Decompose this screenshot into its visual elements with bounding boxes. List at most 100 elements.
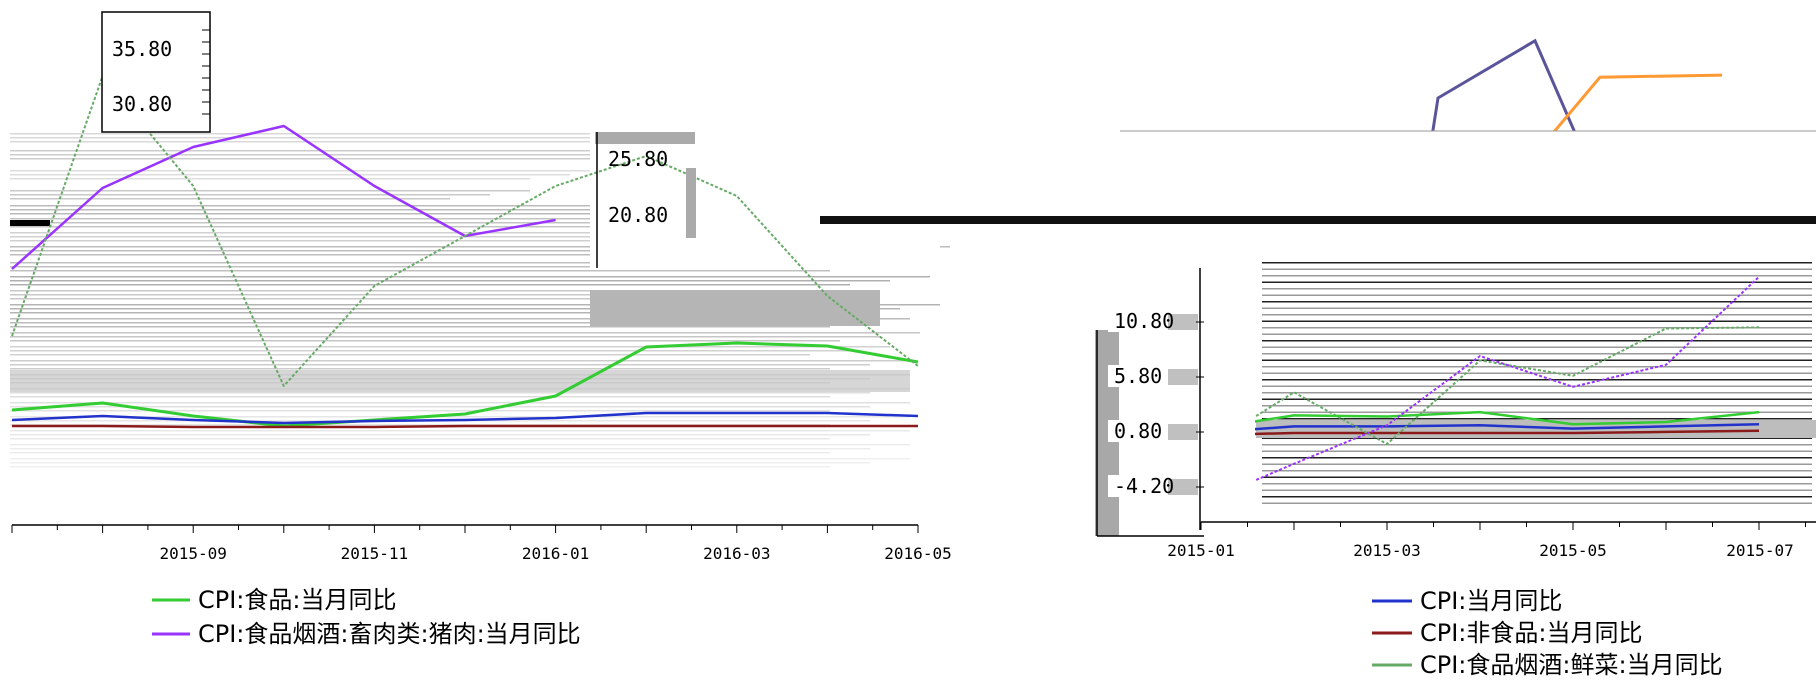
bg-stripe [10,250,910,252]
bg-stripe [10,308,900,310]
bg-stripe [10,284,850,286]
bg-stripe [1262,405,1812,407]
y-tick-label: -4.20 [1114,474,1174,498]
bg-stripe [1262,281,1812,283]
bg-stripe [1262,502,1812,504]
bg-stripe [1262,307,1812,309]
bg-stripe [1262,320,1812,322]
bg-stripe [10,154,730,156]
left-plot-background [0,0,950,468]
bg-stripe [10,364,870,366]
bg-stripe [1262,372,1812,374]
bg-stripe [1262,340,1812,342]
bg-stripe [1262,411,1812,413]
bg-stripe [1262,457,1812,459]
x-tick-label: 2016-03 [703,544,770,563]
left-x-axis: 2015-09 2015-11 2016-01 2016-03 2016-05 [11,524,952,563]
y-label-shade [1168,314,1198,330]
bg-stripe [1262,470,1812,472]
y-tick-label: 10.80 [1114,309,1174,333]
legend-label: CPI:食品烟酒:鲜菜:当月同比 [1420,651,1723,679]
bg-stripe [10,318,910,320]
x-tick-label: 2015-09 [159,544,226,563]
series-line-4 [11,75,919,387]
top-mask [1120,131,1816,215]
x-tick-label: 2015-05 [1539,541,1606,560]
bg-stripe [1262,385,1812,387]
bg-stripe [10,424,830,426]
bg-stripe [10,430,910,432]
bg-stripe [10,198,450,200]
bg-stripe [10,178,530,180]
series-line-0 [11,341,919,428]
bg-block [1256,420,1816,438]
bg-stripe [10,236,830,238]
bg-stripe [1262,463,1812,465]
series-line-0 [1200,422,1760,435]
y-tick-label: 25.80 [608,147,668,171]
bg-stripe [1262,489,1812,491]
bg-stripe [1262,392,1812,394]
series-line-3 [12,424,918,429]
bg-stripe [1262,496,1812,498]
bg-stripe [10,218,910,220]
bg-stripe [1262,268,1812,270]
y-axis-fragment [595,132,695,144]
right-plot-background [820,216,1816,522]
y-tick-label: 5.80 [1114,364,1162,388]
bg-stripe [10,458,910,460]
bg-block [10,370,910,392]
bg-stripe [10,406,870,408]
series-line-4 [1200,276,1760,505]
right-y-axis: 10.80 5.80 0.80 -4.20 [1095,268,1255,537]
bg-stripe [1262,353,1812,355]
legend-label: CPI:当月同比 [1420,587,1562,615]
bg-stripe [10,448,870,450]
bg-stripe [1262,301,1812,303]
bg-stripe [10,240,790,242]
bg-stripe [10,340,840,342]
legend-label: CPI:食品烟酒:畜肉类:猪肉:当月同比 [198,620,581,648]
bg-mask [1255,262,1262,522]
y-tick-label: 0.80 [1114,419,1162,443]
bg-stripe [1262,333,1812,335]
top-overflow-lines [1120,38,1816,215]
series-line-2 [1200,326,1760,452]
bg-stripe [10,170,610,172]
bg-stripe [10,298,800,300]
bg-stripe [10,322,870,324]
bg-stripe [10,226,830,228]
bg-stripe [10,312,860,314]
bg-stripe [10,396,830,398]
bg-stripe [10,438,830,440]
y-label-shade [1168,369,1198,385]
bg-mask [590,132,940,268]
bg-stripe [1262,483,1812,485]
bg-stripe [10,137,820,139]
bg-stripe [1262,327,1812,329]
series-line-2 [11,411,919,425]
bg-stripe [10,350,850,352]
legend-label: CPI:非食品:当月同比 [1420,619,1642,647]
x-tick-label: 2015-11 [341,544,408,563]
bg-stripe [10,290,880,292]
right-series-lines [1200,276,1760,505]
left-series-lines [11,75,919,429]
bg-stripe [10,254,870,256]
legend-label: CPI:食品:当月同比 [198,586,396,614]
x-tick-label: 2015-07 [1726,541,1793,560]
bg-stripe [10,462,870,464]
bg-stripe [10,174,570,176]
bg-stripe [10,294,840,296]
bg-stripe [1262,262,1812,264]
series-line-1 [11,124,556,270]
bg-stripe [10,270,830,272]
y-axis-fragment [686,168,696,238]
bg-stripe [10,213,810,215]
bg-stripe [10,416,910,418]
series-line-3 [1200,410,1760,431]
artifact-bar [820,216,1816,224]
x-tick-label: 2015-03 [1353,541,1420,560]
bg-stripe [10,205,890,207]
